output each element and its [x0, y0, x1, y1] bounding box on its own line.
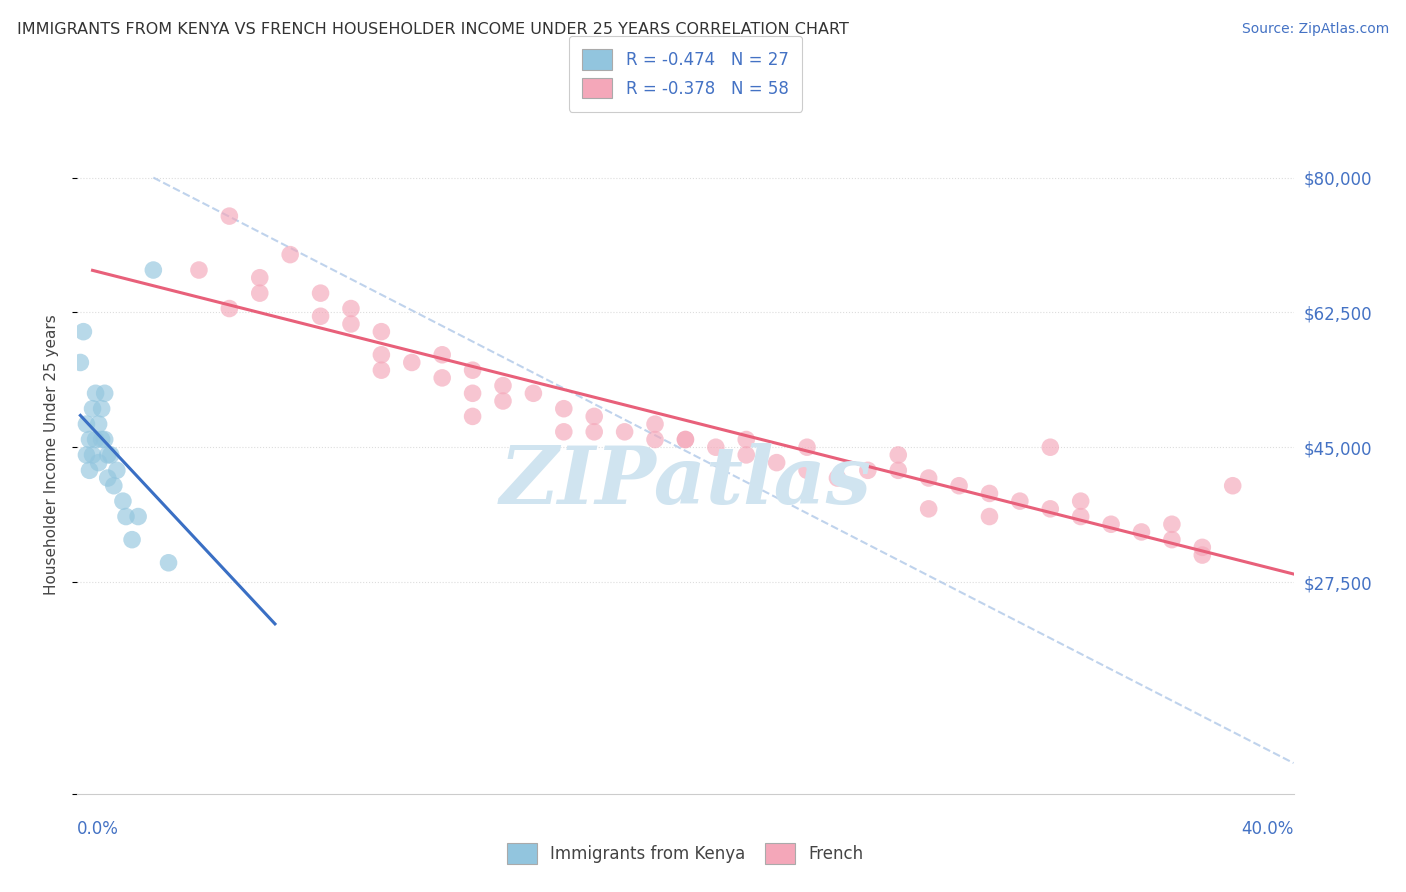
Point — [340, 301, 363, 316]
Point — [1222, 479, 1244, 493]
Point — [1130, 524, 1153, 539]
Point — [218, 209, 240, 223]
Point — [90, 433, 112, 447]
Point — [432, 371, 454, 385]
Point — [765, 456, 787, 470]
Point — [735, 448, 758, 462]
Point — [735, 433, 758, 447]
Point — [1070, 494, 1092, 508]
Point — [103, 479, 125, 493]
Text: 0.0%: 0.0% — [77, 820, 120, 838]
Text: IMMIGRANTS FROM KENYA VS FRENCH HOUSEHOLDER INCOME UNDER 25 YEARS CORRELATION CH: IMMIGRANTS FROM KENYA VS FRENCH HOUSEHOL… — [17, 22, 849, 37]
Point — [432, 348, 454, 362]
Point — [492, 378, 515, 392]
Point — [675, 433, 697, 447]
Point — [887, 463, 910, 477]
Point — [75, 448, 97, 462]
Point — [553, 401, 575, 416]
Point — [82, 448, 104, 462]
Point — [90, 401, 112, 416]
Point — [157, 556, 180, 570]
Point — [1039, 501, 1062, 516]
Point — [1161, 533, 1184, 547]
Point — [522, 386, 544, 401]
Point — [370, 325, 392, 339]
Point — [492, 394, 515, 409]
Point — [644, 433, 666, 447]
Point — [370, 348, 392, 362]
Point — [918, 501, 941, 516]
Point — [370, 363, 392, 377]
Point — [704, 440, 727, 454]
Point — [93, 433, 115, 447]
Point — [1099, 517, 1122, 532]
Point — [309, 310, 332, 324]
Point — [87, 456, 110, 470]
Point — [1008, 494, 1031, 508]
Point — [675, 433, 697, 447]
Point — [84, 433, 107, 447]
Point — [1161, 517, 1184, 532]
Point — [401, 355, 423, 369]
Point — [249, 286, 271, 301]
Point — [827, 471, 849, 485]
Point — [340, 317, 363, 331]
Point — [461, 409, 484, 424]
Point — [115, 509, 138, 524]
Point — [97, 448, 120, 462]
Point — [188, 263, 211, 277]
Point — [918, 471, 941, 485]
Point — [1070, 509, 1092, 524]
Point — [461, 363, 484, 377]
Point — [1191, 541, 1213, 555]
Point — [583, 425, 606, 439]
Point — [979, 486, 1001, 500]
Y-axis label: Householder Income Under 25 years: Householder Income Under 25 years — [44, 315, 59, 595]
Point — [979, 509, 1001, 524]
Point — [796, 463, 818, 477]
Point — [75, 417, 97, 431]
Point — [856, 463, 879, 477]
Point — [100, 448, 122, 462]
Point — [87, 417, 110, 431]
Point — [72, 325, 94, 339]
Point — [79, 433, 101, 447]
Point — [218, 301, 240, 316]
Point — [461, 386, 484, 401]
Point — [121, 533, 143, 547]
Legend: Immigrants from Kenya, French: Immigrants from Kenya, French — [494, 830, 877, 877]
Point — [249, 270, 271, 285]
Point — [583, 409, 606, 424]
Point — [111, 494, 134, 508]
Point — [84, 386, 107, 401]
Point — [796, 440, 818, 454]
Text: Source: ZipAtlas.com: Source: ZipAtlas.com — [1241, 22, 1389, 37]
Text: 40.0%: 40.0% — [1241, 820, 1294, 838]
Point — [887, 448, 910, 462]
Point — [553, 425, 575, 439]
Point — [127, 509, 149, 524]
Point — [93, 386, 115, 401]
Point — [1191, 548, 1213, 562]
Point — [309, 286, 332, 301]
Point — [1039, 440, 1062, 454]
Point — [79, 463, 101, 477]
Point — [948, 479, 970, 493]
Text: ZIPatlas: ZIPatlas — [499, 443, 872, 521]
Point — [105, 463, 128, 477]
Point — [82, 401, 104, 416]
Point — [644, 417, 666, 431]
Point — [278, 247, 301, 261]
Point — [69, 355, 91, 369]
Point — [142, 263, 165, 277]
Point — [97, 471, 120, 485]
Point — [613, 425, 636, 439]
